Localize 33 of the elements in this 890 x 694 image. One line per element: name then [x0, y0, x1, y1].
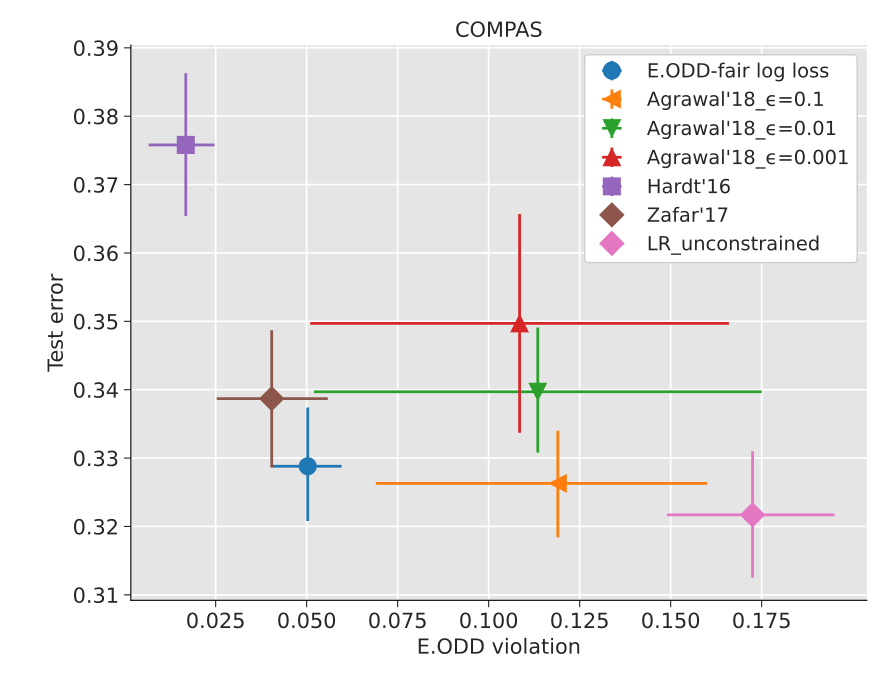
legend-label: LR_unconstrained: [648, 235, 818, 255]
point: [259, 386, 284, 412]
point: [298, 457, 317, 476]
y-tick-label: 0.33: [74, 450, 118, 466]
y-tick-label: 0.34: [74, 382, 118, 398]
x-tick-label: 0.125: [551, 612, 608, 628]
x-tick-label: 0.150: [642, 612, 700, 628]
x-tick-label: 0.050: [278, 612, 336, 628]
y-tick-label: 0.32: [74, 518, 117, 535]
legend-label: E.ODD-fair log loss: [648, 62, 828, 82]
y-tick-label: 0.38: [74, 108, 118, 124]
point: [510, 314, 529, 332]
point: [740, 502, 766, 528]
y-tick-label: 0.37: [74, 177, 118, 193]
legend-label: Agrawal'18_ϵ=0.01: [647, 120, 836, 140]
legend-label: Zafar'17: [648, 206, 728, 222]
y-axis-title: Test error: [48, 274, 64, 372]
point: [548, 474, 567, 492]
x-axis-title: E.ODD violation: [418, 638, 580, 654]
x-tick-label: 0.075: [369, 612, 426, 628]
y-tick-label: 0.39: [74, 40, 118, 56]
point: [528, 382, 547, 401]
legend-label: Agrawal'18_ϵ=0.1: [647, 91, 823, 111]
x-tick-label: 0.025: [187, 612, 244, 628]
chart-title: COMPAS: [456, 21, 542, 38]
y-tick-label: 0.31: [74, 587, 118, 604]
legend-label: Agrawal'18_ϵ=0.001: [647, 149, 848, 169]
legend-label: Hardt'16: [648, 178, 730, 194]
point: [176, 136, 195, 154]
x-tick-label: 0.175: [733, 612, 790, 628]
x-tick-label: 0.100: [460, 612, 518, 628]
y-tick-label: 0.35: [74, 314, 118, 330]
y-tick-label: 0.36: [74, 245, 118, 262]
